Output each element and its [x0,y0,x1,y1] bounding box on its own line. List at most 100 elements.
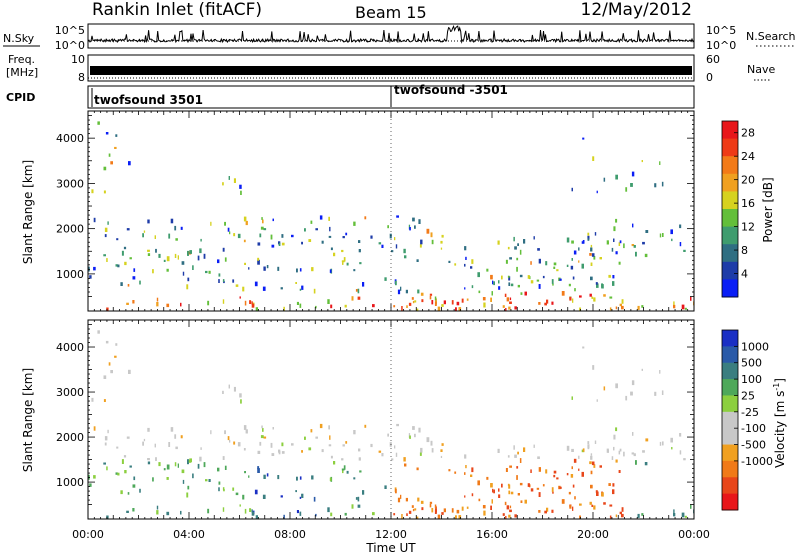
power-cell [486,268,489,272]
power-cell [400,286,402,291]
power-cell [283,306,285,311]
velocity-cell [391,458,394,461]
velocity-cell [659,441,662,446]
power-cell [621,305,624,310]
power-cell [245,220,248,226]
velocity-cell [181,469,185,474]
power-cell [244,300,247,306]
power-cell [395,280,397,286]
power-cell [573,250,577,255]
power-cell [497,240,500,245]
velocity-cell [635,460,637,465]
power-cell [465,256,467,260]
power-cell [156,302,159,307]
power-cell [566,264,569,267]
velocity-cell [295,490,297,493]
power-cell [421,299,424,303]
velocity-cell [341,468,345,471]
x-tick-label: 20:00 [577,528,609,541]
power-cell [458,307,462,311]
power-cell [619,240,622,244]
velocity-cell [566,473,569,476]
power-cell [538,258,541,264]
velocity-cell [587,446,590,450]
power-cell [343,257,346,262]
power-cell [514,246,517,250]
y-tick-label: 3000 [56,386,84,399]
power-cell [609,307,612,311]
velocity-cell [509,505,512,509]
power-cell [434,296,437,301]
velocity-cell [608,483,611,486]
power-cell [552,283,554,286]
velocity-cell [524,499,527,504]
velocity-cell [596,399,598,402]
velocity-cell [187,459,189,465]
power-cell [437,306,441,311]
power-cell [631,171,635,177]
velocity-cell [262,428,264,432]
power-cell [147,253,151,256]
velocity-cell [166,464,170,470]
velocity-cell [208,479,211,482]
velocity-cell [321,449,324,453]
velocity-cell [603,386,606,391]
power-cell [507,275,510,278]
power-cell [124,261,127,266]
velocity-cell [126,510,129,513]
power-cell [263,228,267,231]
velocity-cell [612,483,615,487]
power-cell [128,161,131,166]
velocity-cell [434,509,437,514]
power-cell [483,302,486,308]
velocity-cell [260,435,264,439]
velocity-cell [254,489,258,495]
velocity-cell [454,471,457,474]
velocity-cell [180,435,183,439]
velocity-cell [117,472,120,476]
power-cell [357,296,361,300]
velocity-cell [490,505,492,510]
velocity-cell [364,424,367,428]
velocity-cell [561,499,565,504]
power-cell [523,239,526,244]
power-cell [619,303,622,307]
power-cell [587,232,590,236]
power-cell [313,288,316,294]
velocity-cell [156,510,159,515]
power-cell [315,305,317,309]
power-cell [189,250,192,254]
velocity-cell [441,443,444,446]
velocity-cell [536,487,540,490]
velocity-cell [357,496,360,502]
power-cell [637,305,640,310]
velocity-cell [158,462,161,467]
power-cell [654,183,657,188]
velocity-cell [516,475,518,480]
velocity-cell [551,487,554,492]
y-tick-label: 2000 [56,223,84,236]
velocity-cell [239,504,241,507]
power-cell [329,226,331,232]
power-cell [200,238,202,242]
power-cell [133,268,136,272]
power-cell [618,261,621,265]
power-cell [381,244,384,248]
velocity-cell [505,516,507,519]
velocity-cell [590,470,593,475]
power-colorbar-frame [721,120,739,298]
power-cell [455,307,457,311]
velocity-cell [654,391,657,396]
power-cell [516,266,518,272]
power-cell [257,257,260,261]
velocity-cell [199,456,202,462]
power-cell [673,304,676,309]
power-cell [259,233,262,238]
power-cell [434,301,437,306]
power-cell [222,247,225,252]
power-cell [571,258,573,261]
velocity-cell [615,427,618,432]
power-cell [418,219,421,224]
power-colorbar-swatch [722,138,738,157]
velocity-cell [248,475,250,478]
